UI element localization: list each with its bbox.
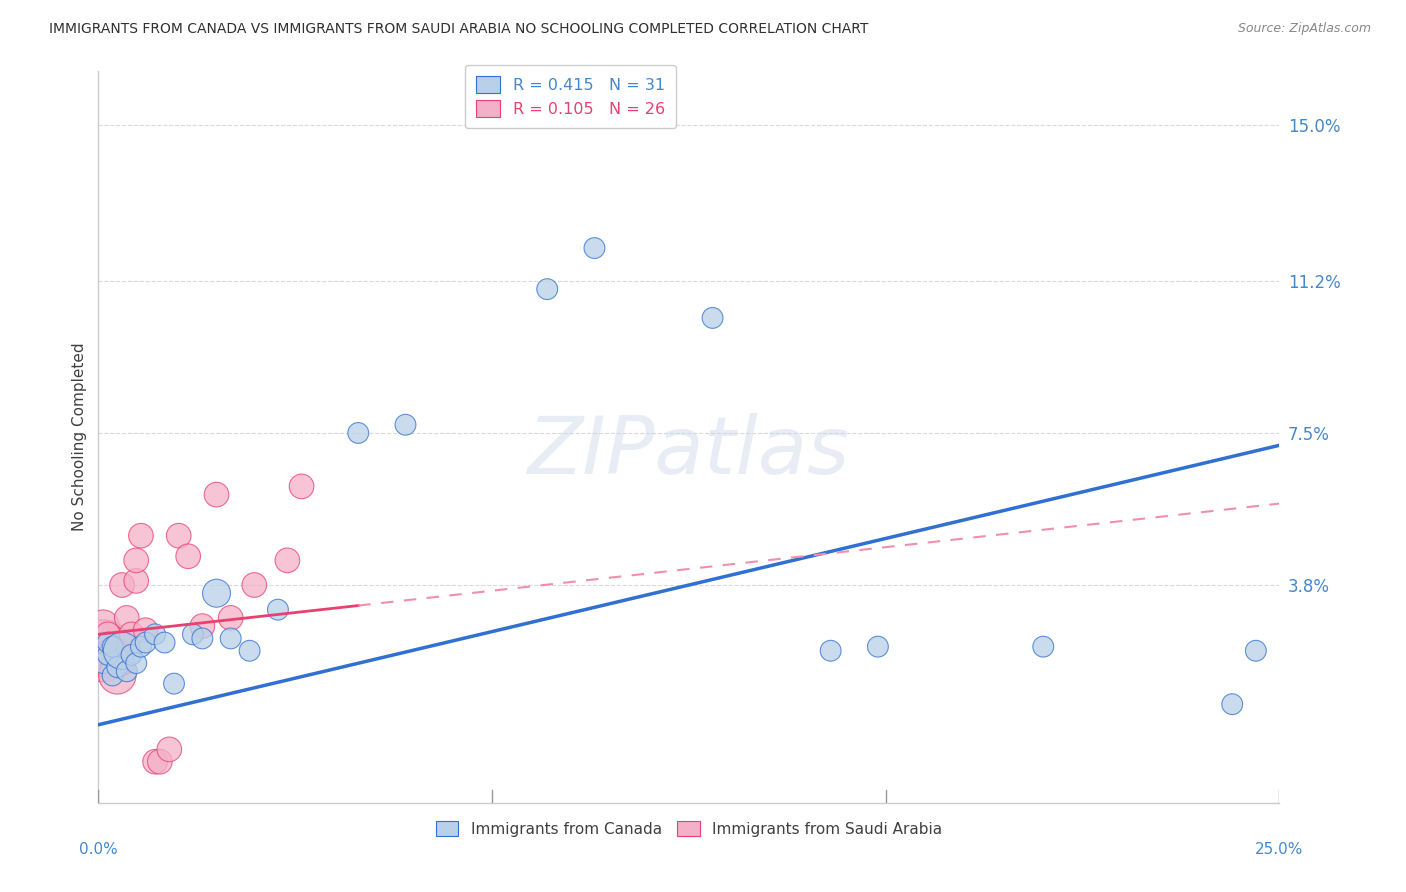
Point — [219, 611, 242, 625]
Point — [97, 627, 120, 641]
Point — [267, 602, 290, 616]
Point — [143, 627, 166, 641]
Point — [219, 632, 242, 646]
Text: 25.0%: 25.0% — [1256, 842, 1303, 856]
Point — [1244, 644, 1267, 658]
Point — [702, 310, 724, 325]
Point — [111, 578, 134, 592]
Point — [129, 640, 152, 654]
Point — [191, 619, 214, 633]
Point — [111, 644, 134, 658]
Point — [115, 665, 138, 679]
Point — [121, 627, 143, 641]
Point — [105, 644, 128, 658]
Point — [105, 668, 128, 682]
Point — [347, 425, 370, 440]
Point — [125, 574, 148, 588]
Point — [149, 755, 172, 769]
Point — [191, 632, 214, 646]
Text: 0.0%: 0.0% — [79, 842, 118, 856]
Point — [101, 660, 124, 674]
Point — [163, 676, 186, 690]
Point — [243, 578, 266, 592]
Point — [143, 755, 166, 769]
Point — [177, 549, 200, 564]
Point — [125, 656, 148, 670]
Point — [153, 635, 176, 649]
Point — [205, 586, 228, 600]
Point — [866, 640, 889, 654]
Point — [239, 644, 262, 658]
Text: ZIPatlas: ZIPatlas — [527, 413, 851, 491]
Point — [135, 635, 157, 649]
Point — [1032, 640, 1054, 654]
Point — [583, 241, 606, 255]
Point — [111, 656, 134, 670]
Point — [536, 282, 558, 296]
Point — [125, 553, 148, 567]
Point — [91, 656, 114, 670]
Point — [97, 652, 120, 666]
Point — [105, 660, 128, 674]
Point — [101, 640, 124, 654]
Point — [1220, 697, 1243, 711]
Point — [101, 668, 124, 682]
Point — [167, 529, 190, 543]
Text: IMMIGRANTS FROM CANADA VS IMMIGRANTS FROM SAUDI ARABIA NO SCHOOLING COMPLETED CO: IMMIGRANTS FROM CANADA VS IMMIGRANTS FRO… — [49, 22, 869, 37]
Point — [121, 648, 143, 662]
Point — [157, 742, 180, 756]
Point — [394, 417, 416, 432]
Point — [115, 611, 138, 625]
Text: Source: ZipAtlas.com: Source: ZipAtlas.com — [1237, 22, 1371, 36]
Point — [181, 627, 204, 641]
Point — [97, 648, 120, 662]
Point — [276, 553, 298, 567]
Point — [97, 635, 120, 649]
Y-axis label: No Schooling Completed: No Schooling Completed — [72, 343, 87, 532]
Point — [205, 487, 228, 501]
Point — [820, 644, 842, 658]
Point — [290, 479, 312, 493]
Point — [91, 644, 114, 658]
Point — [135, 624, 157, 638]
Legend: Immigrants from Canada, Immigrants from Saudi Arabia: Immigrants from Canada, Immigrants from … — [429, 814, 949, 843]
Point — [129, 529, 152, 543]
Point — [91, 619, 114, 633]
